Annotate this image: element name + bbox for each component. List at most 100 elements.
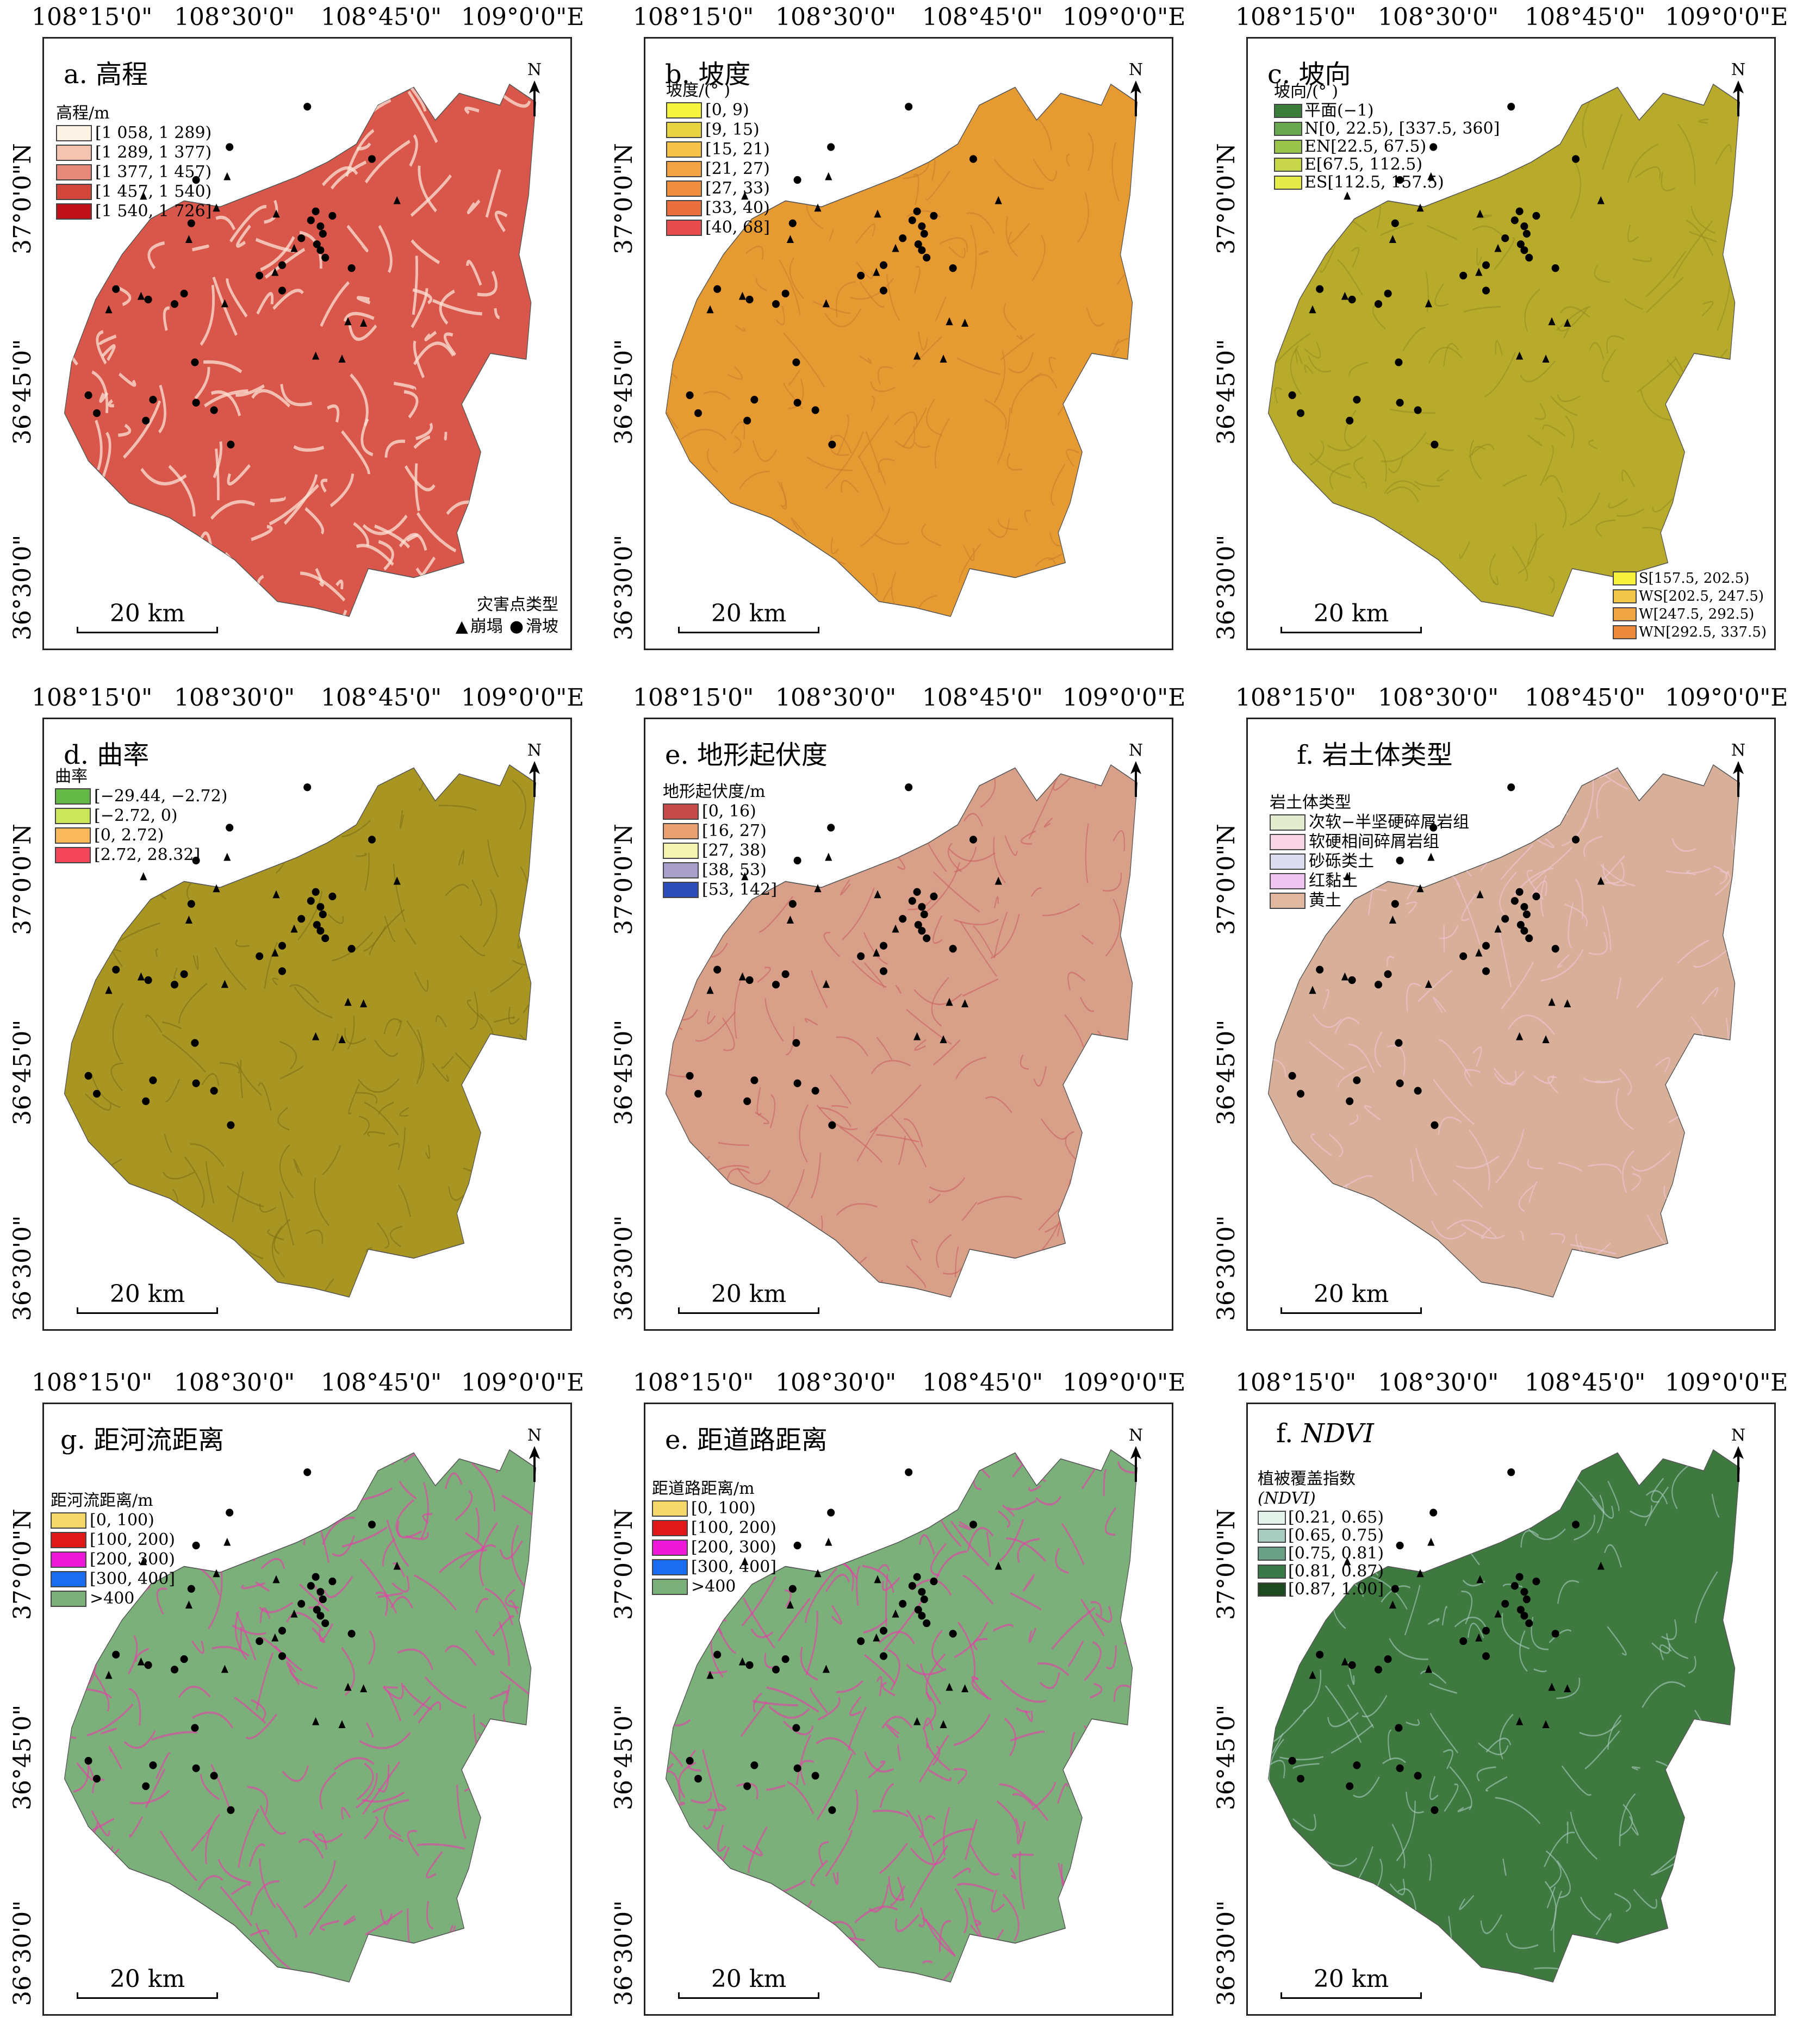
texture-line (272, 977, 278, 986)
texture-line (383, 575, 424, 595)
map-slope (665, 83, 1138, 617)
map-aspect (1267, 83, 1740, 617)
landslide-point (914, 240, 922, 248)
collapse-point (338, 354, 346, 363)
texture-line (482, 889, 498, 948)
texture-line (1671, 838, 1696, 852)
collapse-point (221, 1665, 228, 1673)
texture-line (251, 525, 273, 541)
collapse-point (1427, 852, 1435, 861)
texture-line (984, 399, 1007, 430)
texture-line (800, 1647, 818, 1681)
texture-line (1268, 1930, 1279, 1976)
north-arrow-icon: N (1727, 741, 1749, 802)
texture-line (786, 1927, 808, 1951)
collapse-point (822, 980, 830, 988)
landslide-point (788, 219, 797, 227)
landslide-point (750, 396, 759, 404)
texture-line (250, 1880, 279, 1916)
legend-label: [0.75, 0.81) (1288, 1543, 1384, 1563)
texture-line (666, 1013, 671, 1024)
texture-line (816, 1737, 856, 1755)
landslide-point (321, 934, 330, 943)
scale-label: 20 km (711, 1965, 787, 1993)
longitude-label: 108°45'0" (922, 1369, 1043, 1397)
texture-line (962, 1575, 994, 1605)
texture-line (772, 794, 820, 801)
landslide-point (913, 207, 921, 215)
texture-line (525, 1100, 536, 1125)
landslide-point (1520, 1588, 1528, 1596)
texture-line (1646, 1214, 1666, 1245)
landslide-point (187, 900, 195, 908)
legend-title: 坡度/(° ) (666, 81, 731, 100)
panel-aspect: c. 坡向 坡向/(° ) 平面(−1) N[0, 22.5), [337.5, … (1246, 37, 1776, 650)
legend-item: [300, 400] (51, 1569, 175, 1589)
texture-line (414, 971, 428, 992)
texture-line (1316, 234, 1332, 240)
texture-line (1040, 1270, 1083, 1290)
texture-line (272, 289, 304, 310)
legend-swatch (666, 220, 702, 236)
texture-line (1268, 1239, 1278, 1272)
landslide-point (170, 981, 179, 989)
collapse-point (1475, 1633, 1483, 1642)
landslide-point (1522, 910, 1531, 919)
collapse-point (1476, 209, 1484, 218)
scale-bar: 20 km (1280, 600, 1422, 638)
latitude-label: 36°30'0" (9, 1215, 36, 1321)
texture-line (1328, 1133, 1344, 1158)
landslide-point (1346, 1097, 1354, 1105)
texture-line (1362, 1694, 1388, 1718)
legend-label: [300, 400] (90, 1569, 176, 1588)
longitude-label: 108°15'0" (633, 684, 754, 712)
texture-line (999, 1518, 1024, 1562)
texture-line (1388, 1729, 1392, 1760)
collapse-symbol-icon: ▲ (455, 617, 468, 636)
texture-line (1042, 903, 1080, 917)
legend-aspect-2: S[157.5, 202.5) WS[202.5, 247.5) W[247.5, … (1612, 569, 1767, 641)
texture-line (475, 1507, 480, 1541)
texture-line (730, 421, 745, 440)
collapse-point (786, 1600, 794, 1609)
texture-line (1558, 1162, 1583, 1172)
texture-line (64, 1170, 107, 1189)
texture-line (1501, 961, 1534, 1010)
texture-line (235, 1612, 257, 1661)
texture-line (666, 440, 672, 464)
texture-line (1555, 84, 1578, 98)
landslide-point (1395, 1039, 1403, 1047)
north-arrow-icon: N (524, 60, 545, 122)
landslide-point (149, 1076, 157, 1085)
texture-line (303, 1450, 314, 1466)
longitude-label: 108°15'0" (1235, 3, 1357, 31)
texture-line (1351, 247, 1360, 268)
texture-line (868, 1760, 886, 1779)
landslide-point (368, 836, 376, 844)
legend-swatch (51, 1551, 86, 1568)
landslide-point (793, 856, 801, 865)
landslide-point (745, 976, 754, 984)
texture-line (69, 570, 81, 591)
texture-line (1112, 830, 1126, 852)
texture-line (1325, 1685, 1362, 1743)
texture-line (1588, 765, 1628, 790)
texture-line (413, 435, 431, 450)
landslide-point (192, 176, 200, 184)
texture-line (117, 1229, 132, 1243)
longitude-label: 108°45'0" (922, 3, 1043, 31)
texture-line (1411, 1450, 1421, 1493)
longitude-label: 108°30'0" (775, 1369, 897, 1397)
collapse-point (137, 972, 145, 981)
texture-line (1097, 1154, 1129, 1170)
texture-line (993, 837, 1006, 884)
texture-line (1439, 925, 1458, 939)
texture-line (362, 1761, 400, 1815)
texture-line (1637, 977, 1663, 1008)
texture-line (444, 432, 447, 441)
texture-line (756, 1087, 762, 1116)
texture-line (1248, 787, 1264, 825)
north-arrow-icon: N (1727, 1426, 1749, 1487)
legend-label: [53, 142] (702, 880, 777, 899)
landslide-point (316, 1612, 325, 1620)
